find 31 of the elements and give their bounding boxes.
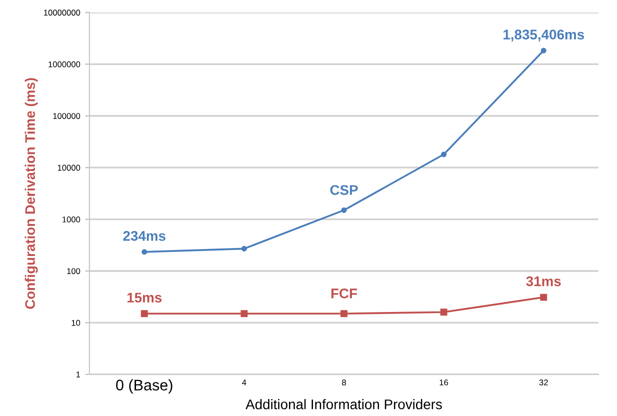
x-axis-title: Additional Information Providers (246, 399, 442, 410)
annotation: 15ms (127, 292, 162, 303)
y-tick-label: 100 (67, 268, 80, 274)
y-tick-label: 100000 (53, 113, 80, 119)
point (441, 152, 447, 158)
y-tick-label: 1000 (62, 216, 80, 222)
series-label: CSP (330, 185, 358, 195)
point (540, 48, 546, 54)
series-label: FCF (331, 288, 357, 298)
y-tick-label: 1000000 (48, 61, 80, 68)
point (341, 207, 347, 213)
y-tick-label: 1 (76, 372, 80, 378)
point (241, 246, 247, 252)
x-tick-label: 4 (242, 380, 246, 386)
y-tick-label: 10000 (58, 164, 80, 171)
point (140, 310, 148, 318)
annotation: 234ms (123, 230, 166, 241)
x-tick-label: 32 (539, 379, 548, 386)
point (440, 308, 448, 316)
x-tick-label: 8 (342, 379, 346, 386)
point (142, 249, 148, 255)
x-tick-label: 0 (Base) (116, 379, 172, 394)
annotation: 1,835,406ms (504, 30, 584, 42)
point (540, 294, 548, 301)
y-axis-title: Configuration Derivation Time (ms) (24, 78, 38, 309)
annotation: 31ms (526, 276, 561, 286)
point (340, 310, 348, 318)
x-tick-label: 16 (440, 379, 448, 386)
y-tick-label: 10000000 (44, 10, 80, 16)
point (240, 310, 248, 318)
y-tick-label: 10 (72, 320, 80, 326)
